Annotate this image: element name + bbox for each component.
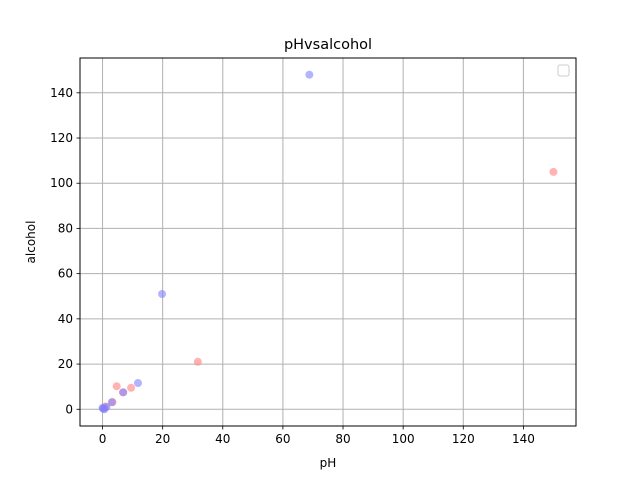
y-tick-label: 0 [65, 402, 73, 416]
y-tick-label: 100 [50, 176, 73, 190]
x-tick-label: 140 [512, 432, 535, 446]
scatter-point [158, 289, 167, 298]
x-tick-label: 80 [335, 432, 350, 446]
y-tick-label: 20 [58, 357, 73, 371]
x-tick-label: 120 [452, 432, 475, 446]
y-axis-label: alcohol [24, 221, 38, 264]
x-tick-label: 60 [275, 432, 290, 446]
x-tick-label: 0 [99, 432, 107, 446]
scatter-point [134, 379, 143, 388]
x-tick-label: 40 [215, 432, 230, 446]
scatter-point [107, 398, 116, 407]
x-axis-label: pH [320, 456, 337, 470]
scatter-point [112, 382, 121, 391]
axis-ticks: 0 20 40 60 80 100 120 140 0 20 40 60 80 100 120 140 [50, 86, 535, 446]
x-tick-label: 100 [392, 432, 415, 446]
y-tick-label: 40 [58, 312, 73, 326]
scatter-point [119, 388, 128, 397]
chart-title: pHvsalcohol [284, 37, 372, 53]
scatter-point [193, 357, 202, 366]
y-tick-label: 120 [50, 131, 73, 145]
y-tick-label: 80 [58, 221, 73, 235]
legend-box [557, 64, 570, 77]
scatter-point [549, 167, 558, 176]
scatter-point [305, 70, 314, 79]
plot-frame [79, 57, 577, 427]
x-tick-label: 20 [155, 432, 170, 446]
scatter-point [100, 405, 109, 414]
y-tick-label: 140 [50, 86, 73, 100]
grid [80, 58, 576, 426]
scatter-points [98, 70, 558, 414]
scatter-point [127, 383, 136, 392]
y-tick-label: 60 [58, 267, 73, 281]
